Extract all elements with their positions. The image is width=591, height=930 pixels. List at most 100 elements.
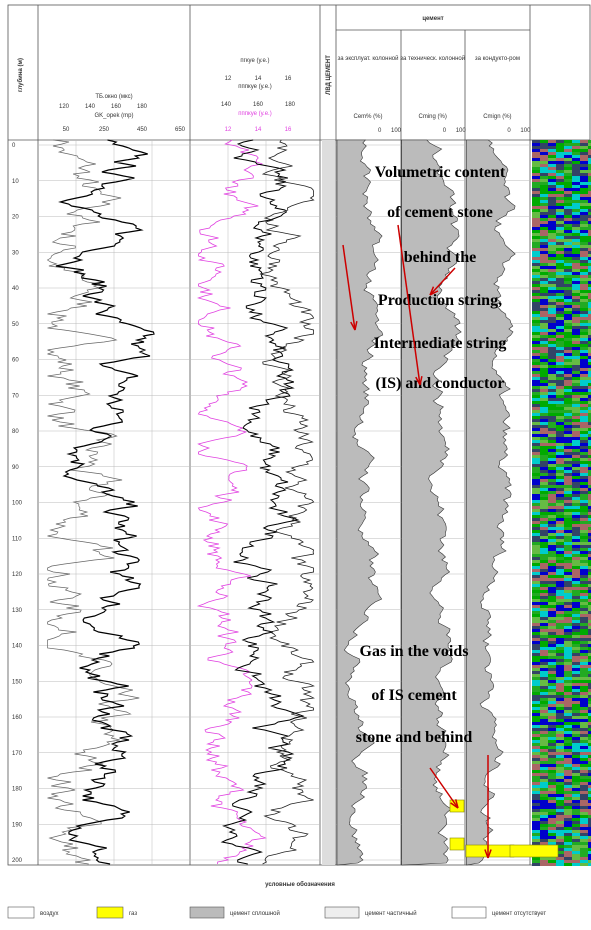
- lith-band: [532, 299, 540, 302]
- lith-band: [572, 431, 580, 434]
- lith-band: [548, 275, 556, 278]
- lith-band: [572, 434, 580, 437]
- lith-band: [540, 422, 548, 425]
- lith-band: [556, 833, 564, 836]
- depth-tick-label: 180: [12, 787, 23, 793]
- lith-band: [532, 839, 540, 842]
- lith-band: [572, 515, 580, 518]
- lith-band: [548, 257, 556, 260]
- lith-band: [532, 422, 540, 425]
- lith-band: [564, 350, 572, 353]
- legend-swatch: [452, 907, 486, 918]
- lith-band: [580, 752, 588, 755]
- lith-band: [564, 242, 572, 245]
- lith-band: [564, 155, 572, 158]
- lith-band: [556, 206, 564, 209]
- lith-band: [556, 503, 564, 506]
- lith-band: [540, 251, 548, 254]
- lith-band: [580, 170, 588, 173]
- lith-band: [572, 836, 580, 839]
- lith-band: [564, 449, 572, 452]
- lith-band: [540, 440, 548, 443]
- lith-band: [540, 467, 548, 470]
- lith-band: [532, 440, 540, 443]
- lith-band: [556, 431, 564, 434]
- lith-band: [548, 620, 556, 623]
- lith-band: [532, 278, 540, 281]
- lith-band: [540, 551, 548, 554]
- lith-band: [580, 644, 588, 647]
- lith-band: [532, 626, 540, 629]
- lith-band: [564, 425, 572, 428]
- lith-band: [580, 668, 588, 671]
- lith-band: [580, 689, 588, 692]
- lith-band: [548, 497, 556, 500]
- lith-band: [564, 629, 572, 632]
- lith-band: [564, 503, 572, 506]
- lith-band: [532, 368, 540, 371]
- lith-band: [548, 734, 556, 737]
- lith-band: [532, 668, 540, 671]
- lith-band: [548, 761, 556, 764]
- depth-tick-label: 190: [12, 822, 23, 828]
- lith-band: [548, 167, 556, 170]
- lith-band: [556, 677, 564, 680]
- lith-band: [572, 389, 580, 392]
- lith-band: [532, 599, 540, 602]
- lith-band: [548, 290, 556, 293]
- lith-band: [548, 836, 556, 839]
- lith-band: [564, 470, 572, 473]
- lith-band: [564, 497, 572, 500]
- lith-band: [540, 530, 548, 533]
- lith-band: [540, 287, 548, 290]
- lith-band: [532, 767, 540, 770]
- lith-band: [540, 800, 548, 803]
- lith-band: [572, 740, 580, 743]
- lith-band: [556, 812, 564, 815]
- lith-band: [580, 557, 588, 560]
- lith-band: [580, 254, 588, 257]
- lith-band: [532, 269, 540, 272]
- lith-band: [572, 179, 580, 182]
- lith-band: [564, 857, 572, 860]
- lith-band: [540, 398, 548, 401]
- lith-band: [572, 443, 580, 446]
- lith-band: [540, 578, 548, 581]
- lith-band: [572, 359, 580, 362]
- lith-band: [572, 605, 580, 608]
- lith-band: [548, 773, 556, 776]
- lith-band: [532, 476, 540, 479]
- lith-band: [580, 467, 588, 470]
- lith-band: [532, 578, 540, 581]
- lith-band: [572, 632, 580, 635]
- lith-band: [532, 458, 540, 461]
- lith-band: [572, 728, 580, 731]
- lith-band: [548, 719, 556, 722]
- lith-band: [572, 413, 580, 416]
- lith-band: [572, 611, 580, 614]
- lith-band: [540, 233, 548, 236]
- lith-band: [556, 674, 564, 677]
- lith-band: [540, 536, 548, 539]
- lith-band: [556, 602, 564, 605]
- lith-band: [540, 497, 548, 500]
- lith-band: [556, 521, 564, 524]
- lith-band: [572, 473, 580, 476]
- lith-band: [564, 530, 572, 533]
- lith-band: [540, 500, 548, 503]
- lith-band: [572, 620, 580, 623]
- lith-band: [564, 725, 572, 728]
- lith-band: [532, 512, 540, 515]
- lith-band: [532, 146, 540, 149]
- lith-band: [532, 206, 540, 209]
- lith-band: [564, 809, 572, 812]
- lith-band: [580, 515, 588, 518]
- lith-band: [580, 365, 588, 368]
- lith-band: [540, 554, 548, 557]
- lith-band: [580, 827, 588, 830]
- lith-band: [572, 317, 580, 320]
- lith-band: [564, 593, 572, 596]
- lith-band: [572, 539, 580, 542]
- lith-band: [572, 668, 580, 671]
- lith-band: [556, 395, 564, 398]
